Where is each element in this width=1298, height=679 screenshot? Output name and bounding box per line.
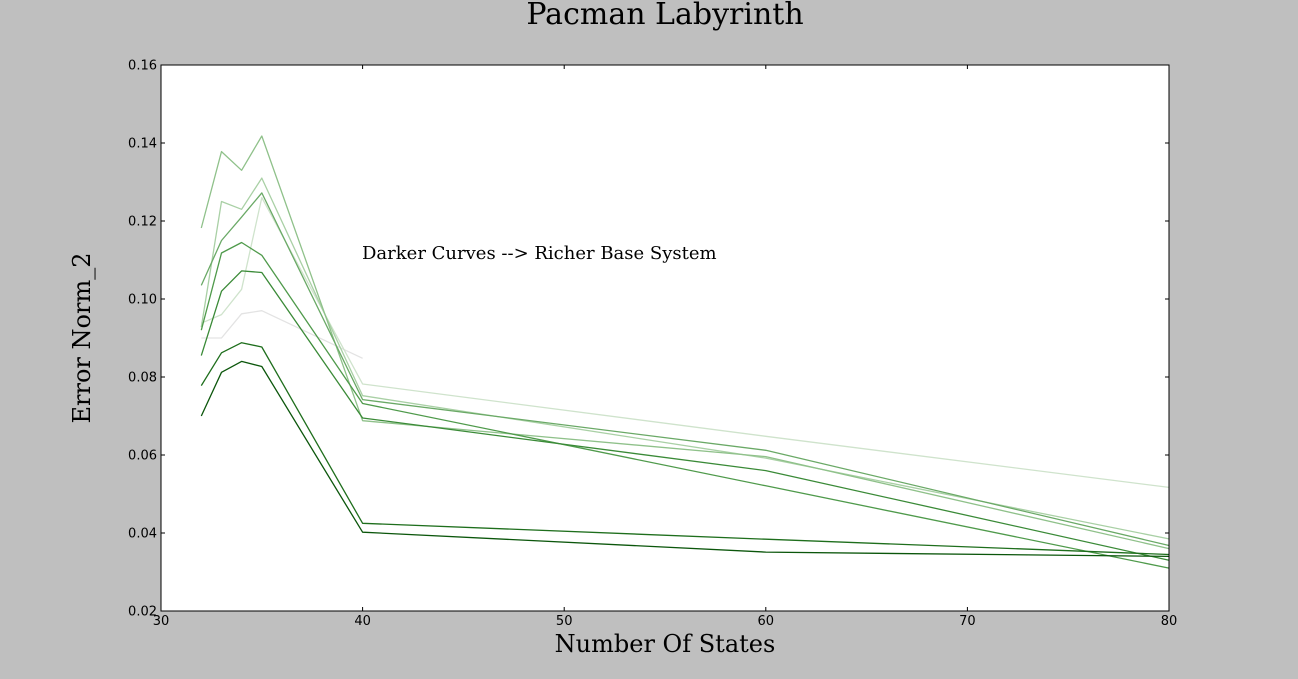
x-tick-label: 80 bbox=[1161, 614, 1178, 629]
y-tick-label: 0.12 bbox=[128, 215, 157, 230]
y-tick-label: 0.16 bbox=[128, 59, 157, 74]
y-tick-label: 0.08 bbox=[128, 371, 157, 386]
series-line-7 bbox=[200, 270, 1170, 561]
y-axis-label: Error Norm_2 bbox=[68, 253, 96, 424]
x-tick-label: 60 bbox=[758, 614, 775, 629]
series-layer bbox=[200, 135, 1170, 569]
series-line-3 bbox=[200, 177, 1170, 540]
chart-title: Pacman Labyrinth bbox=[526, 0, 803, 32]
plot-frame bbox=[160, 64, 1170, 612]
y-tick-label: 0.02 bbox=[128, 605, 157, 620]
x-tick-label: 30 bbox=[153, 614, 170, 629]
x-tick-label: 50 bbox=[556, 614, 573, 629]
tick-labels-layer: 30 40 50 60 70 80 0.02 0.04 0.06 0.08 0.10 0.12 0.14… bbox=[128, 59, 1177, 630]
series-line-2 bbox=[201, 196, 1170, 489]
x-tick-label: 70 bbox=[959, 614, 976, 629]
annotation-text: Darker Curves --> Richer Base System bbox=[362, 243, 717, 264]
series-line-9 bbox=[200, 360, 1170, 558]
x-axis-label: Number Of States bbox=[555, 630, 776, 658]
series-line-5 bbox=[200, 192, 1170, 547]
plot-area bbox=[161, 65, 1169, 611]
y-tick-label: 0.10 bbox=[128, 293, 157, 308]
y-tick-label: 0.06 bbox=[128, 449, 157, 464]
x-tick-label: 40 bbox=[354, 614, 371, 629]
y-tick-label: 0.04 bbox=[128, 527, 157, 542]
series-line-4 bbox=[200, 135, 1170, 550]
series-line-8 bbox=[200, 342, 1170, 556]
series-line-6 bbox=[200, 241, 1170, 569]
y-tick-label: 0.14 bbox=[128, 137, 157, 152]
series-line-1 bbox=[201, 310, 363, 359]
